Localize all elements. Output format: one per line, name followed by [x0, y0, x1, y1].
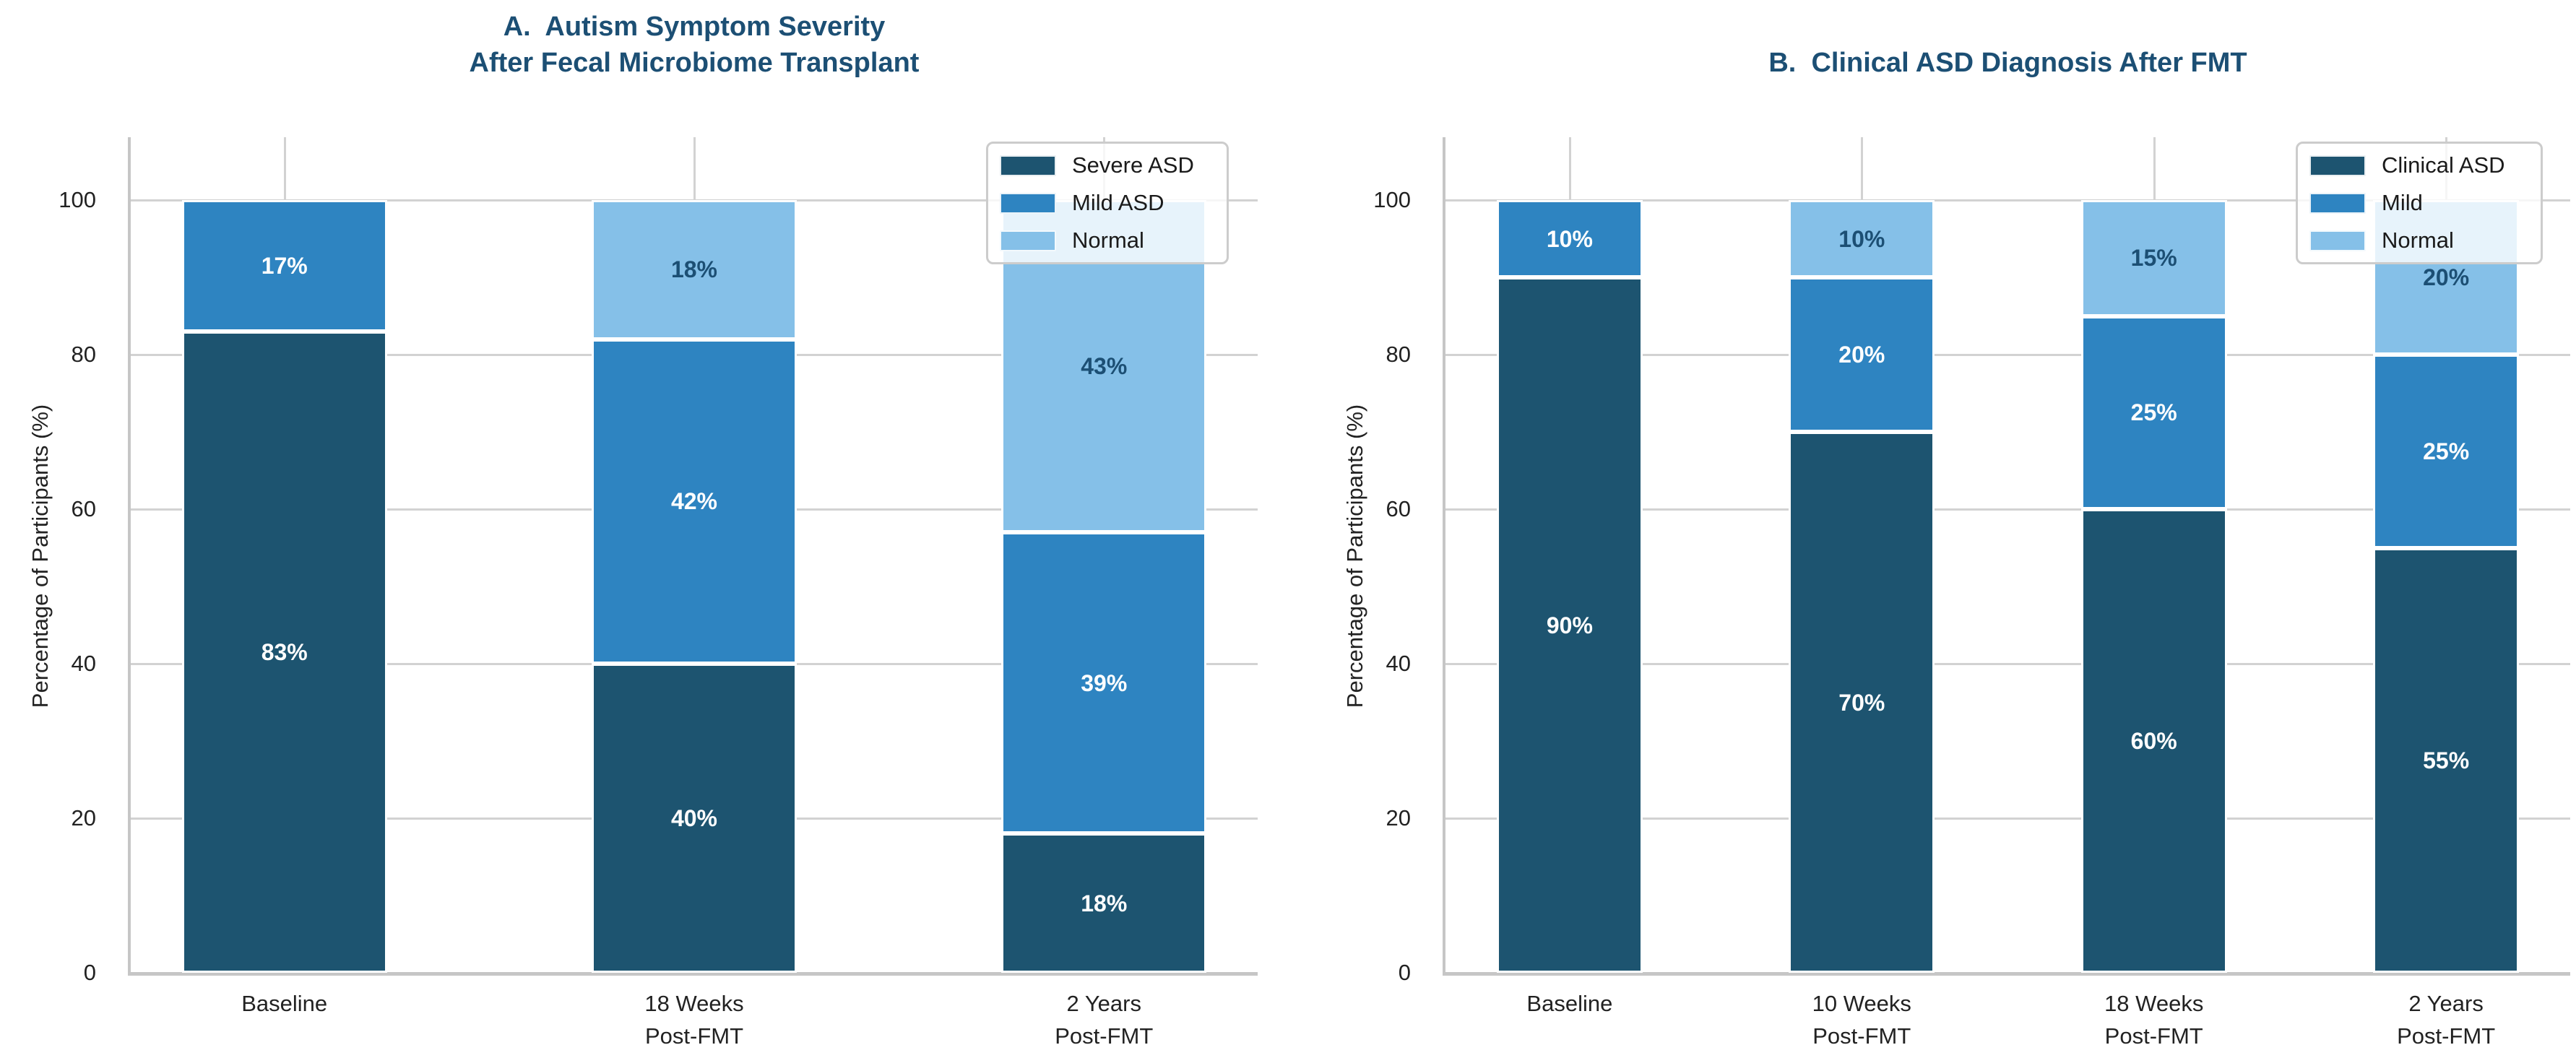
bar-value-label: 83% [261, 638, 308, 665]
x-axis-spine [1443, 972, 2570, 976]
panel-a-legend: Severe ASD Mild ASD Normal [986, 142, 1229, 264]
legend-label: Mild ASD [1072, 190, 1164, 215]
x-axis-spine [128, 972, 1258, 976]
bar-value-label: 18% [1081, 890, 1128, 916]
y-axis-spine [128, 137, 131, 973]
y-tick-label: 60 [1386, 496, 1411, 521]
x-tick-label: 10 Weeks Post-FMT [1812, 991, 1911, 1049]
y-axis-spine [1443, 137, 1445, 973]
legend-label: Normal [2382, 227, 2454, 253]
legend-item: Normal [1000, 222, 1227, 259]
bar-value-label: 25% [2130, 399, 2177, 426]
y-tick-label: 40 [1386, 651, 1411, 676]
bar-segment-clinical-asd [2373, 547, 2520, 973]
legend-label: Mild [2382, 190, 2423, 215]
legend-label: Normal [1072, 227, 1144, 253]
legend-swatch-severe [2309, 155, 2366, 176]
y-tick-label: 60 [71, 496, 96, 521]
bar-value-label: 20% [2423, 264, 2470, 290]
bar-value-label: 39% [1081, 669, 1128, 696]
legend-swatch-mild [1000, 192, 1056, 214]
bar-segment-normal [2080, 200, 2227, 316]
bar-segment-severe-asd [592, 664, 797, 973]
x-tick-label: Baseline [241, 991, 328, 1016]
y-tick-label: 100 [1373, 187, 1411, 212]
panel-b-legend: Clinical ASD Mild Normal [2296, 142, 2543, 264]
bar-value-label: 42% [670, 488, 717, 515]
bar-segment-severe-asd [181, 331, 387, 973]
bar-segment-mild [2373, 355, 2520, 548]
x-tick-label: 2 Years Post-FMT [1055, 991, 1154, 1049]
panel-b-y-axis-label: Percentage of Participants (%) [1342, 404, 1367, 708]
bar-value-label: 17% [261, 252, 308, 279]
bar-value-label: 20% [1838, 342, 1885, 368]
y-tick-label: 80 [1386, 342, 1411, 367]
bar-value-label: 90% [1546, 612, 1593, 638]
legend-swatch-mild [2309, 192, 2366, 214]
legend-swatch-normal [2309, 230, 2366, 251]
bar-value-label: 55% [2423, 747, 2470, 773]
legend-swatch-normal [1000, 230, 1056, 251]
legend-swatch-severe [1000, 155, 1056, 176]
bar-segment-mild [1789, 277, 1935, 432]
legend-label: Clinical ASD [2382, 152, 2505, 178]
x-tick-label: 2 Years Post-FMT [2397, 991, 2496, 1049]
bar-value-label: 43% [1081, 353, 1128, 380]
bar-segment-mild-asd [592, 339, 797, 664]
panel-a-y-axis-label: Percentage of Participants (%) [27, 404, 53, 708]
bar-value-label: 10% [1546, 225, 1593, 252]
bar-value-label: 40% [670, 805, 717, 831]
bar-value-label: 15% [2130, 245, 2177, 272]
y-gridline [1445, 818, 2570, 820]
y-gridline [1445, 199, 2570, 201]
bar-value-label: 70% [1838, 689, 1885, 716]
bar-segment-clinical-asd [1496, 277, 1643, 973]
bar-segment-mild [1496, 200, 1643, 277]
x-tick-label: Baseline [1526, 991, 1613, 1016]
y-tick-label: 0 [1398, 960, 1411, 985]
bar-segment-normal [592, 200, 797, 339]
bar-segment-clinical-asd [2080, 509, 2227, 973]
bar-value-label: 18% [670, 256, 717, 283]
panel-b-title: B. Clinical ASD Diagnosis After FMT [1768, 48, 2247, 78]
bar-segment-mild-asd [181, 200, 387, 331]
y-gridline [1445, 663, 2570, 665]
bar-segment-mild [2080, 316, 2227, 509]
legend-item: Mild ASD [1000, 184, 1227, 222]
y-gridline [1445, 354, 2570, 356]
y-gridline [1445, 508, 2570, 511]
y-tick-label: 20 [71, 805, 96, 831]
bar-segment-severe-asd [1001, 833, 1207, 973]
bar-segment-mild-asd [1001, 532, 1207, 834]
bar-value-label: 25% [2423, 438, 2470, 464]
bar-value-label: 10% [1838, 225, 1885, 252]
x-tick-label: 18 Weeks Post-FMT [2104, 991, 2204, 1049]
x-tick-label: 18 Weeks Post-FMT [644, 991, 744, 1049]
legend-item: Mild [2309, 184, 2541, 222]
legend-item: Clinical ASD [2309, 147, 2541, 184]
legend-item: Severe ASD [1000, 147, 1227, 184]
y-tick-label: 100 [59, 187, 96, 212]
legend-label: Severe ASD [1072, 152, 1194, 178]
bar-segment-clinical-asd [1789, 432, 1935, 973]
y-tick-label: 20 [1386, 805, 1411, 831]
panel-a-title: A. Autism Symptom Severity After Fecal M… [469, 12, 920, 78]
bar-value-label: 60% [2130, 728, 2177, 754]
y-tick-label: 80 [71, 342, 96, 367]
bar-segment-normal [1789, 200, 1935, 277]
y-tick-label: 0 [83, 960, 96, 985]
y-tick-label: 40 [71, 651, 96, 676]
legend-item: Normal [2309, 222, 2541, 259]
